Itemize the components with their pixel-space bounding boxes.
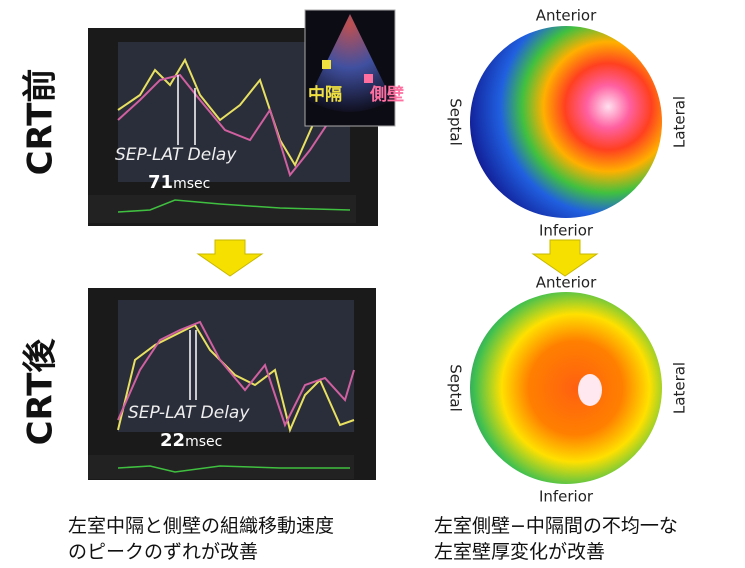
caption: 左室壁厚変化が改善 — [434, 541, 605, 563]
delay-label: SEP-LAT Delay — [128, 403, 250, 423]
delay-value: 71 — [148, 172, 173, 193]
map-label: Inferior — [539, 222, 594, 240]
map-label: Inferior — [539, 488, 594, 506]
delay-unit: msec — [173, 176, 210, 192]
arrow — [196, 239, 264, 277]
delay-text: 71msec — [148, 172, 210, 193]
velocity-panel: SEP-LAT Delay 22msec — [88, 288, 376, 480]
arrow — [531, 239, 599, 277]
polar-map — [470, 292, 662, 484]
map-spot — [578, 374, 602, 406]
map-label: Lateral — [671, 96, 689, 148]
ultrasound-inset: 中隔 側壁 — [304, 9, 404, 127]
caption: 左室中隔と側壁の組織移動速度 — [68, 515, 334, 537]
delay-value: 22 — [160, 430, 185, 451]
map-label: Anterior — [536, 7, 597, 25]
map-label: Septal — [447, 98, 465, 146]
inset-label: 側壁 — [369, 84, 404, 105]
delay-text: 22msec — [160, 430, 222, 451]
map-label: Septal — [447, 364, 465, 412]
inset-label: 中隔 — [308, 84, 342, 105]
caption: 左室側壁−中隔間の不均一な — [434, 515, 678, 537]
delay-label: SEP-LAT Delay — [115, 145, 237, 165]
map-label: Anterior — [536, 274, 597, 292]
row-label: CRT後 — [21, 338, 61, 446]
caption: のピークのずれが改善 — [68, 541, 258, 563]
polar-map — [470, 26, 662, 218]
row-label: CRT前 — [21, 69, 61, 176]
map-label: Lateral — [671, 362, 689, 414]
delay-unit: msec — [185, 434, 222, 450]
